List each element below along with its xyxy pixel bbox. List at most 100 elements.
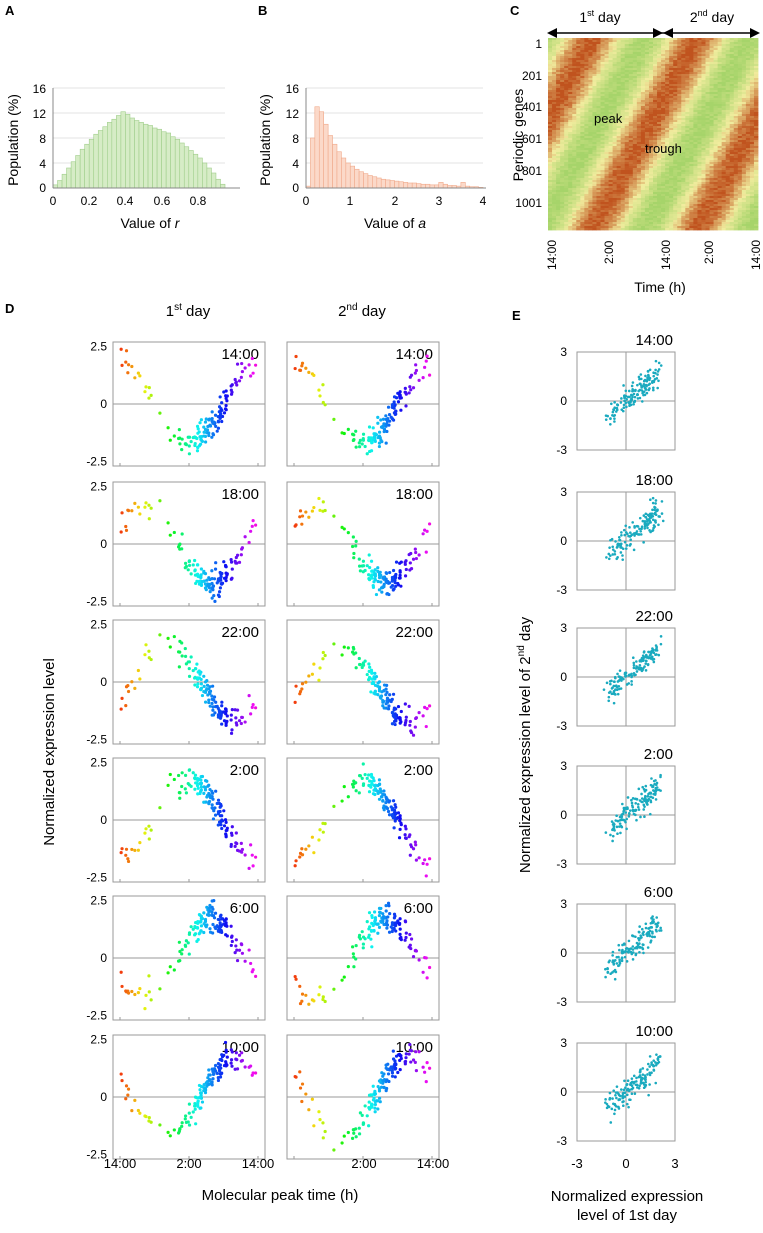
heatmap-cell — [596, 178, 601, 181]
heatmap-cell — [665, 108, 670, 111]
heatmap-cell — [640, 216, 646, 219]
heatmap-cell — [620, 44, 626, 47]
heatmap-cell — [685, 164, 690, 167]
heatmap-cell — [753, 182, 759, 185]
heatmap-cell — [689, 86, 694, 89]
heatmap-cell — [632, 154, 638, 157]
heatmap-cell — [608, 104, 614, 107]
heatmap-cell — [572, 150, 577, 153]
heatmap-cell — [713, 216, 719, 219]
heatmap-cell — [741, 146, 747, 149]
heatmap-cell — [584, 136, 589, 139]
heatmap-cell — [717, 210, 723, 213]
heatmap-cell — [612, 134, 618, 137]
heatmap-cell — [753, 82, 759, 85]
heatmap-cell — [753, 184, 759, 187]
heatmap-cell — [636, 192, 642, 195]
heatmap-cell — [624, 162, 630, 165]
heatmap-cell — [628, 108, 634, 111]
heatmap-cell — [612, 86, 618, 89]
heatmap-cell — [572, 102, 577, 105]
heatmap-cell — [693, 70, 698, 73]
heatmap-cell — [729, 176, 735, 179]
heatmap-cell — [697, 152, 702, 155]
heatmap-cell — [572, 190, 577, 193]
heatmap-cell — [628, 204, 634, 207]
heatmap-cell — [552, 200, 557, 203]
heatmap-cell — [572, 104, 577, 107]
panel-a-bar — [57, 180, 63, 189]
heatmap-cell — [753, 40, 759, 43]
heatmap-cell — [564, 126, 569, 129]
heatmap-cell — [733, 138, 739, 141]
heatmap-cell — [677, 220, 682, 223]
heatmap-cell — [661, 218, 666, 221]
heatmap-cell — [572, 210, 577, 213]
heatmap-cell — [596, 150, 601, 153]
heatmap-cell — [669, 80, 674, 83]
heatmap-cell — [620, 140, 626, 143]
heatmap-cell — [568, 100, 573, 103]
heatmap-cell — [713, 190, 719, 193]
heatmap-cell — [560, 88, 565, 91]
heatmap-cell — [624, 146, 630, 149]
heatmap-cell — [709, 114, 714, 117]
heatmap-cell — [596, 170, 601, 173]
heatmap-cell — [596, 224, 601, 227]
heatmap-cell — [673, 78, 678, 81]
heatmap-cell — [600, 184, 605, 187]
heatmap-cell — [644, 40, 650, 43]
heatmap-cell — [572, 74, 577, 77]
heatmap-cell — [644, 204, 650, 207]
heatmap-cell — [669, 88, 674, 91]
heatmap-cell — [693, 190, 698, 193]
heatmap-cell — [729, 194, 735, 197]
heatmap-cell — [661, 114, 666, 117]
heatmap-cell — [636, 62, 642, 65]
heatmap-cell — [673, 104, 678, 107]
heatmap-cell — [552, 132, 557, 135]
heatmap-cell — [689, 202, 694, 205]
heatmap-cell — [653, 60, 658, 63]
heatmap-cell — [701, 104, 706, 107]
heatmap-cell — [556, 194, 561, 197]
heatmap-cell — [677, 38, 682, 41]
heatmap-cell — [733, 112, 739, 115]
heatmap-cell — [564, 150, 569, 153]
heatmap-cell — [733, 180, 739, 183]
heatmap-cell — [640, 156, 646, 159]
heatmap-cell — [624, 90, 630, 93]
heatmap-cell — [713, 174, 719, 177]
heatmap-cell — [685, 130, 690, 133]
heatmap-cell — [564, 104, 569, 107]
heatmap-cell — [709, 88, 714, 91]
heatmap-cell — [677, 130, 682, 133]
heatmap-cell — [552, 166, 557, 169]
heatmap-cell — [705, 166, 710, 169]
heatmap-cell — [741, 216, 747, 219]
heatmap-cell — [624, 66, 630, 69]
heatmap-cell — [689, 54, 694, 57]
heatmap-cell — [665, 188, 670, 191]
heatmap-cell — [669, 82, 674, 85]
heatmap-cell — [705, 196, 710, 199]
heatmap-cell — [640, 170, 646, 173]
heatmap-cell — [576, 164, 581, 167]
heatmap-cell — [628, 158, 634, 161]
heatmap-cell — [648, 164, 654, 167]
heatmap-cell — [729, 82, 735, 85]
heatmap-cell — [592, 38, 597, 41]
heatmap-cell — [721, 140, 727, 143]
heatmap-cell — [584, 158, 589, 161]
heatmap-cell — [584, 80, 589, 83]
heatmap-cell — [608, 162, 614, 165]
heatmap-cell — [693, 88, 698, 91]
heatmap-cell — [741, 164, 747, 167]
panel-a-bar — [206, 167, 212, 189]
heatmap-cell — [733, 156, 739, 159]
heatmap-cell — [661, 86, 666, 89]
heatmap-cell — [612, 136, 618, 139]
heatmap-cell — [653, 206, 658, 209]
heatmap-cell — [568, 84, 573, 87]
heatmap-cell — [697, 162, 702, 165]
